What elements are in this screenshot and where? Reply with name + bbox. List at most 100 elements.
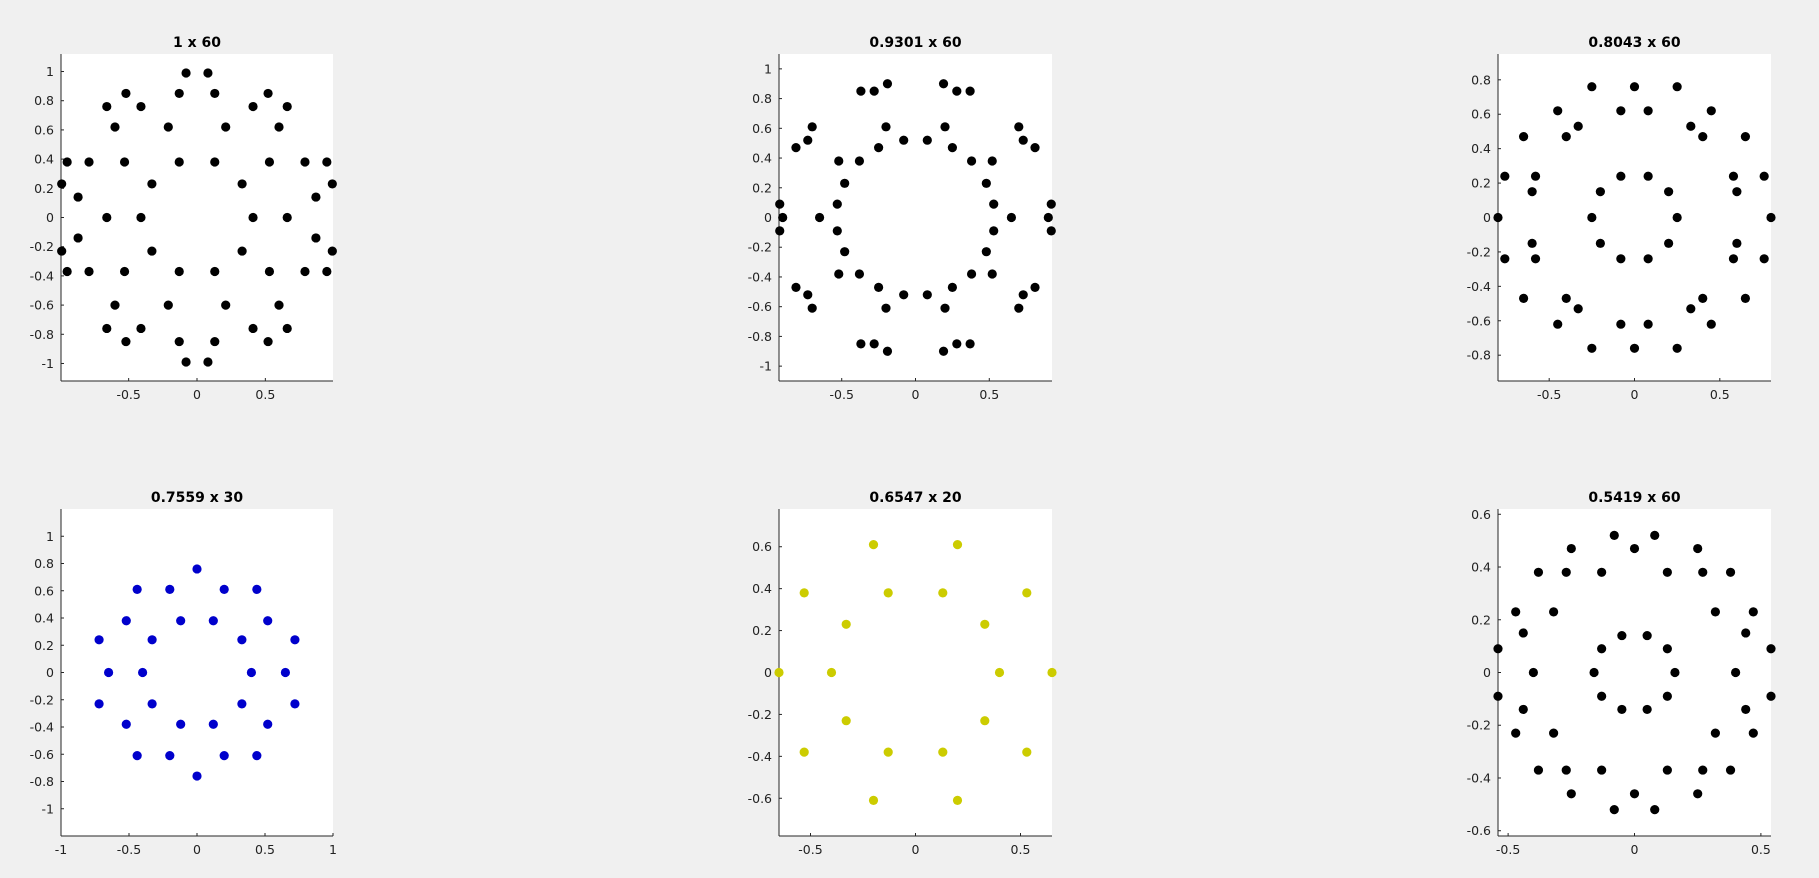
y-tick-label: -0.4 — [748, 269, 772, 284]
scatter-point — [882, 79, 893, 89]
scatter-point — [1748, 607, 1758, 617]
scatter-point — [102, 101, 112, 112]
scatter-point — [203, 68, 213, 78]
scatter-point — [1686, 304, 1696, 314]
scatter-point — [882, 346, 893, 356]
scatter-point — [62, 157, 72, 167]
scatter-point — [248, 212, 258, 223]
scatter-point — [1617, 630, 1627, 641]
y-tick-label: 0 — [46, 210, 54, 225]
scatter-point — [1022, 588, 1032, 598]
y-tick-label: -0.2 — [1467, 718, 1491, 733]
y-tick-label: -0.6 — [748, 791, 772, 806]
y-tick-label: 0 — [1483, 665, 1491, 680]
y-tick-label: 0.6 — [1471, 507, 1491, 522]
scatter-point — [874, 282, 884, 292]
scatter-point — [219, 751, 229, 761]
scatter-point — [252, 584, 262, 594]
scatter-point — [165, 751, 175, 761]
scatter-point — [121, 336, 131, 347]
axes-background — [61, 509, 333, 836]
scatter-point — [176, 616, 186, 626]
scatter-point — [1030, 143, 1040, 153]
scatter-point — [147, 179, 157, 189]
scatter-point — [1629, 543, 1640, 554]
y-tick-label: 0.2 — [34, 638, 54, 653]
y-tick-label: 0.4 — [752, 581, 772, 596]
scatter-point — [883, 588, 893, 598]
scatter-point — [300, 157, 310, 167]
scatter-point — [938, 79, 949, 89]
scatter-point — [1616, 106, 1626, 116]
scatter-point — [791, 143, 801, 153]
scatter-point — [1731, 667, 1741, 678]
scatter-point — [987, 156, 997, 166]
y-tick-label: 0.6 — [34, 122, 54, 137]
scatter-point — [834, 269, 844, 279]
scatter-point — [938, 747, 948, 757]
scatter-point — [1573, 304, 1583, 314]
scatter-point — [132, 584, 142, 594]
y-tick-label: -0.4 — [1467, 279, 1491, 294]
scatter-point — [1710, 728, 1720, 738]
scatter-point — [1629, 789, 1640, 799]
scatter-point — [1533, 567, 1544, 577]
scatter-point — [965, 86, 975, 96]
plot-title: 0.9301 x 60 — [869, 35, 962, 51]
scatter-point — [1018, 290, 1028, 300]
scatter-point — [132, 751, 142, 761]
scatter-point — [1693, 543, 1703, 554]
scatter-point — [1518, 132, 1529, 142]
y-tick-label: 1 — [46, 64, 54, 79]
scatter-point — [803, 290, 813, 300]
scatter-point — [1650, 805, 1660, 815]
scatter-point — [869, 86, 879, 96]
y-tick-label: -0.4 — [30, 268, 54, 283]
scatter-point — [1629, 343, 1640, 353]
y-tick-label: -1 — [760, 359, 772, 374]
scatter-point — [110, 122, 120, 132]
scatter-point — [1549, 728, 1559, 738]
scatter-point — [1587, 343, 1597, 353]
scatter-point — [1006, 212, 1017, 223]
scatter-point — [832, 226, 842, 236]
x-tick-label: -0.5 — [1496, 842, 1520, 857]
y-tick-label: -0.4 — [748, 749, 772, 764]
scatter-point — [1672, 212, 1682, 223]
scatter-point — [237, 246, 247, 256]
y-tick-label: 0.4 — [34, 611, 54, 626]
scatter-point — [290, 699, 300, 709]
scatter-point — [1698, 765, 1708, 775]
scatter-point — [1528, 667, 1538, 678]
scatter-point — [1766, 691, 1776, 701]
axes-background — [1498, 54, 1771, 381]
subplot-1: 1 x 60 -0.5 0 0.5 1 0.8 0.6 0.4 0.2 0 -0.2 -0.4 -0.6… — [30, 35, 337, 402]
scatter-point — [210, 157, 220, 167]
y-tick-label: -0.2 — [30, 239, 54, 254]
x-tick-label: 0 — [1631, 842, 1639, 857]
scatter-point — [980, 619, 990, 629]
scatter-point — [840, 247, 850, 257]
scatter-point — [274, 300, 284, 310]
scatter-point — [282, 212, 292, 223]
scatter-point — [263, 336, 273, 347]
x-tick-label: 0.5 — [255, 387, 275, 402]
x-tick-label: 0.5 — [1710, 387, 1730, 402]
scatter-point — [1493, 691, 1503, 701]
scatter-point — [73, 192, 83, 202]
scatter-point — [1662, 567, 1672, 577]
scatter-point — [834, 156, 844, 166]
scatter-point — [282, 323, 292, 334]
y-tick-label: -0.8 — [748, 329, 772, 344]
y-tick-label: -1 — [42, 801, 54, 816]
scatter-point — [203, 357, 213, 367]
x-tick-label: -0.5 — [116, 387, 140, 402]
scatter-point — [219, 584, 229, 594]
scatter-point — [881, 122, 891, 132]
scatter-point — [1561, 765, 1571, 775]
scatter-point — [1662, 691, 1672, 701]
scatter-point — [1561, 132, 1571, 142]
scatter-point — [841, 716, 851, 726]
plot-title: 0.8043 x 60 — [1588, 35, 1681, 51]
y-tick-label: -0.6 — [748, 299, 772, 314]
